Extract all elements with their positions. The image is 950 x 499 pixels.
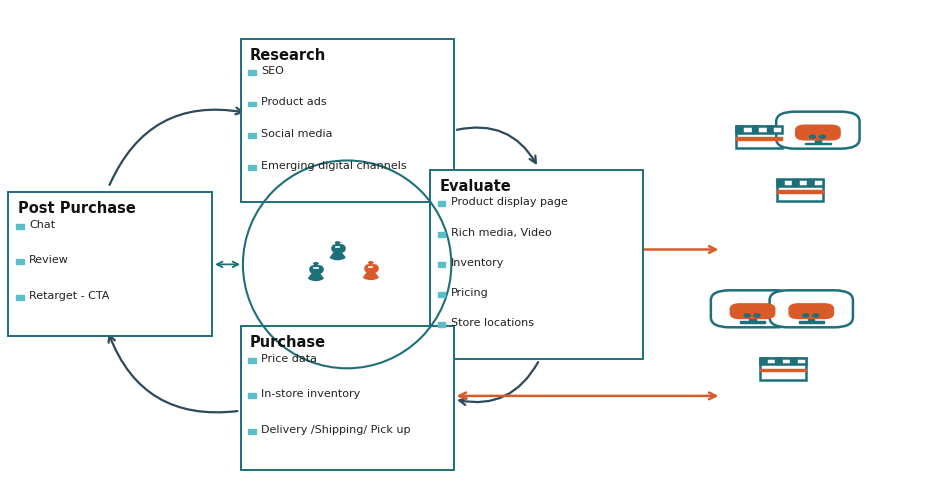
Text: SEO: SEO [261,66,284,76]
Bar [799,321,824,323]
Bar [736,137,782,140]
Bar [760,369,806,371]
Text: Store locations: Store locations [451,318,534,328]
Bar [774,126,782,133]
Circle shape [803,314,808,317]
Bar [759,126,767,133]
Bar [248,70,256,75]
FancyBboxPatch shape [789,304,833,318]
FancyBboxPatch shape [240,326,454,471]
Bar [438,322,446,327]
Text: Research: Research [250,47,326,62]
FancyBboxPatch shape [776,112,860,149]
Bar [806,143,830,144]
Circle shape [369,265,373,268]
Circle shape [335,246,340,248]
Bar [777,191,823,193]
Text: Rich media, Video: Rich media, Video [451,228,552,238]
Bar [777,179,785,186]
Bar [800,179,808,186]
Text: Purchase: Purchase [250,335,326,350]
Bar [808,179,815,186]
Bar [777,179,823,186]
Bar [248,101,256,106]
Bar [248,133,256,138]
Bar [751,126,759,133]
Bar [16,259,24,264]
Circle shape [813,314,819,317]
Circle shape [314,266,318,269]
Circle shape [809,135,815,138]
Text: Inventory: Inventory [451,258,504,268]
Text: Product display page: Product display page [451,198,568,208]
Bar [790,358,798,364]
Bar [740,321,766,323]
Text: Product ads: Product ads [261,97,327,107]
Text: In-store inventory: In-store inventory [261,389,361,399]
FancyBboxPatch shape [736,126,782,148]
FancyBboxPatch shape [731,304,775,318]
Circle shape [744,314,750,317]
Text: Social media: Social media [261,129,332,139]
Text: Chat: Chat [29,220,55,230]
Bar [736,126,782,133]
Bar [760,358,806,364]
Bar [744,126,751,133]
Bar [808,317,814,322]
FancyBboxPatch shape [240,38,454,203]
FancyBboxPatch shape [770,290,853,327]
Bar [438,202,446,206]
Bar [798,358,806,364]
Text: Post Purchase: Post Purchase [18,202,136,217]
FancyBboxPatch shape [9,193,212,336]
Bar [248,393,256,398]
Text: Pricing: Pricing [451,288,488,298]
Text: Evaluate: Evaluate [440,179,511,194]
Bar [16,295,24,300]
Bar [248,429,256,434]
Bar [815,139,821,143]
Bar [248,358,256,363]
Bar [785,179,792,186]
Circle shape [820,135,826,138]
Text: Retarget - CTA: Retarget - CTA [29,291,109,301]
Bar [815,179,823,186]
Bar [792,179,800,186]
Text: Price data: Price data [261,354,317,364]
Bar [768,358,775,364]
Bar [750,317,755,322]
Bar [760,358,768,364]
FancyBboxPatch shape [796,125,840,140]
Bar [16,224,24,229]
FancyBboxPatch shape [777,180,823,201]
Text: Delivery /Shipping/ Pick up: Delivery /Shipping/ Pick up [261,425,411,435]
Text: Review: Review [29,255,69,265]
Bar [438,262,446,267]
Bar [736,126,744,133]
Bar [438,292,446,297]
FancyBboxPatch shape [711,290,794,327]
FancyBboxPatch shape [430,170,643,359]
Bar [775,358,783,364]
Bar [767,126,774,133]
Bar [438,232,446,237]
Bar [783,358,790,364]
Circle shape [754,314,760,317]
FancyBboxPatch shape [760,358,806,380]
Bar [248,165,256,170]
Text: Emerging digital channels: Emerging digital channels [261,161,407,171]
